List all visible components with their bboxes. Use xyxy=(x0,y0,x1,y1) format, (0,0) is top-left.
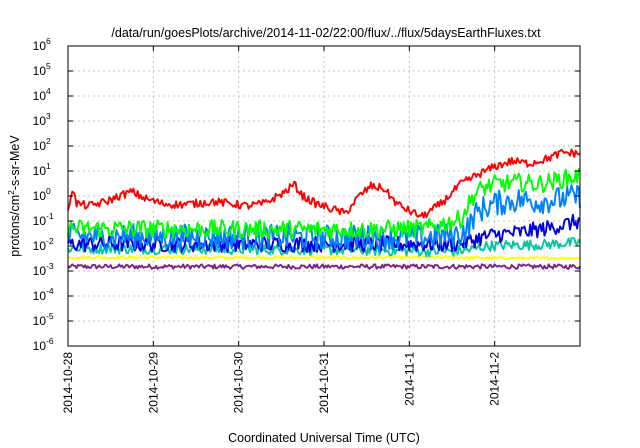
y-tick-label-base: 10 xyxy=(33,139,47,153)
y-tick-label: 105 xyxy=(33,61,51,78)
x-tick-label: 2014-10-28 xyxy=(61,352,75,414)
y-tick-label: 10-2 xyxy=(33,236,54,253)
y-tick-label: 10-6 xyxy=(33,336,54,353)
x-tick-label: 2014-11-2 xyxy=(488,352,502,406)
y-tick-label: 106 xyxy=(33,36,51,53)
y-tick-label-base: 10 xyxy=(33,189,47,203)
y-tick-label-base: 10 xyxy=(33,164,47,178)
y-tick-label: 10-1 xyxy=(33,211,54,228)
axis-ticks xyxy=(67,45,580,347)
y-tick-label-base: 10 xyxy=(33,64,47,78)
y-tick-label-base: 10 xyxy=(33,339,47,353)
y-axis-label-rest: -s-sr-MeV xyxy=(8,135,22,191)
y-tick-label-exponent: 3 xyxy=(46,111,51,121)
y-tick-label-exponent: -3 xyxy=(46,261,54,271)
y-tick-label: 102 xyxy=(33,136,51,153)
series-line xyxy=(67,263,581,270)
y-tick-label-exponent: 0 xyxy=(46,186,51,196)
y-tick-label: 104 xyxy=(33,86,51,103)
series-line xyxy=(67,167,581,240)
y-tick-label-exponent: 2 xyxy=(46,136,51,146)
series-line xyxy=(67,148,581,219)
x-tick-label: 2014-11-1 xyxy=(402,352,416,406)
y-tick-label-exponent: 4 xyxy=(46,86,51,96)
x-tick-label: 2014-10-29 xyxy=(146,352,160,414)
y-tick-label-base: 10 xyxy=(33,289,47,303)
y-tick-label: 101 xyxy=(33,161,51,178)
y-tick-label-base: 10 xyxy=(33,264,47,278)
y-tick-label: 10-4 xyxy=(33,286,54,303)
y-tick-label-exponent: -6 xyxy=(46,336,54,346)
y-tick-label-base: 10 xyxy=(33,314,47,328)
data-series xyxy=(67,148,581,270)
y-tick-label: 10-3 xyxy=(33,261,54,278)
y-tick-label-exponent: 5 xyxy=(46,61,51,71)
y-tick-label-exponent: -5 xyxy=(46,311,54,321)
y-tick-labels: 10-610-510-410-310-210-11001011021031041… xyxy=(33,36,54,353)
x-tick-labels: 2014-10-28 2014-10-29 2014-10-30 2014-10-31… xyxy=(61,352,502,414)
y-tick-label-exponent: -2 xyxy=(46,236,54,246)
y-tick-label-base: 10 xyxy=(33,89,47,103)
y-tick-label-exponent: 6 xyxy=(46,36,51,46)
y-tick-label-base: 10 xyxy=(33,114,47,128)
y-axis-label: protons/cm2-s-sr-MeV xyxy=(6,135,22,257)
x-axis-label: Coordinated Universal Time (UTC) xyxy=(228,431,420,445)
y-axis-label-base: protons/cm xyxy=(8,195,22,257)
y-tick-label: 100 xyxy=(33,186,51,203)
x-tick-label: 2014-10-30 xyxy=(232,352,246,414)
y-tick-label: 103 xyxy=(33,111,51,128)
y-tick-label-base: 10 xyxy=(33,39,47,53)
gridlines xyxy=(68,46,580,346)
y-tick-label-exponent: -1 xyxy=(46,211,54,221)
y-tick-label: 10-5 xyxy=(33,311,54,328)
y-axis-label-sup: 2 xyxy=(6,190,16,195)
series-line xyxy=(67,255,581,261)
y-tick-label-exponent: 1 xyxy=(46,161,51,171)
y-tick-label-base: 10 xyxy=(33,214,47,228)
y-tick-label-exponent: -4 xyxy=(46,286,54,296)
chart-title: /data/run/goesPlots/archive/2014-11-02/2… xyxy=(111,26,541,40)
y-tick-label-base: 10 xyxy=(33,239,47,253)
x-tick-label: 2014-10-31 xyxy=(317,352,331,414)
